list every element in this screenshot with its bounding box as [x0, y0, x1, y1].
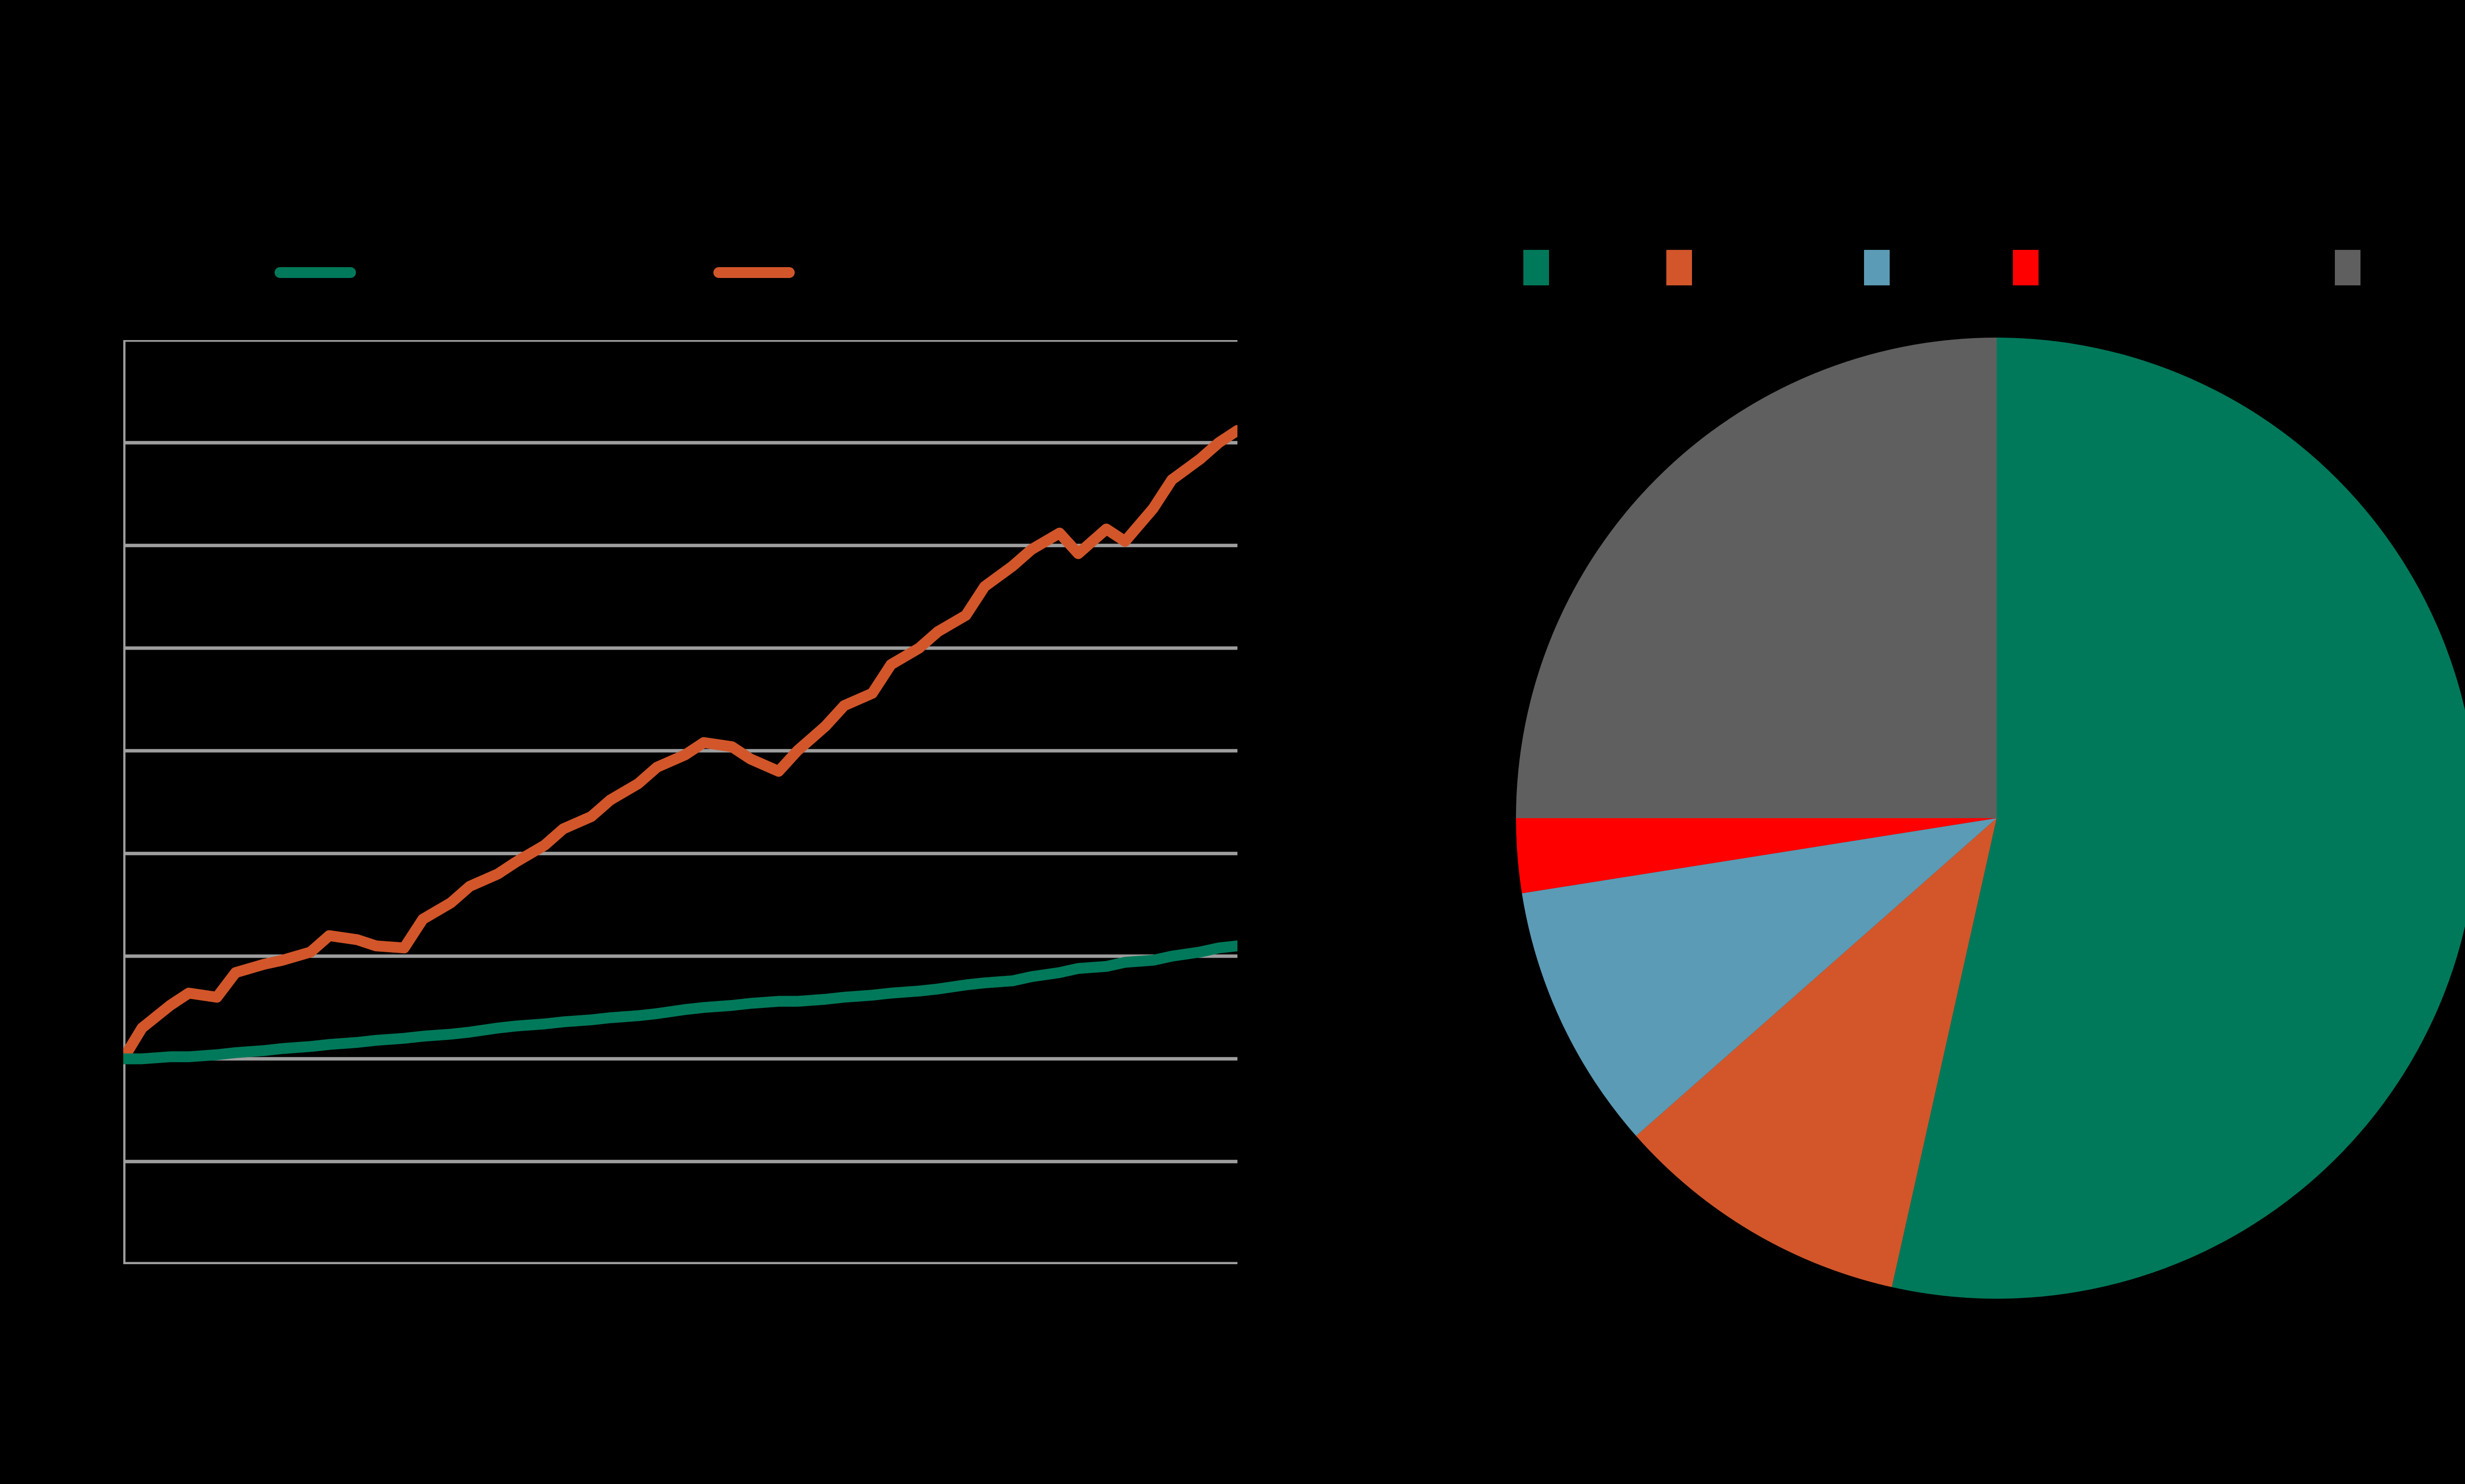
- y-axis: Index (1980 = 100) 0 50 100 150 200 250 …: [0, 321, 122, 1283]
- square-swatch-green-icon: [1523, 249, 1549, 285]
- x-tick-2019: 2019: [1023, 1322, 1098, 1359]
- series-line-sp500: [123, 425, 1237, 1065]
- line-chart-title: U.S. Economy and Equity Markets: [0, 35, 1331, 197]
- y-tick-100: 100: [65, 1040, 121, 1078]
- gridlines: [123, 340, 1237, 1164]
- legend-label-other: Other: [2372, 247, 2465, 288]
- pie-chart-legend: U.S. Europe Asia North America Other: [1331, 246, 2465, 288]
- legend-item-nominal-gdp[interactable]: Nominal GDP: [275, 251, 600, 293]
- y-axis-label: Index (1980 = 100): [2, 851, 39, 1139]
- y-tick-250: 250: [65, 732, 121, 770]
- x-axis-label: Year: [645, 1380, 716, 1418]
- x-tick-2011: 2011: [274, 1322, 347, 1359]
- x-axis: 2009 2011 2013 2015 2017 2019: [86, 1264, 1237, 1363]
- line-swatch-orange-icon: [713, 267, 795, 278]
- pie-plot-area: [1331, 325, 2465, 1311]
- legend-item-europe[interactable]: Europe: [1666, 246, 1830, 288]
- square-swatch-orange-icon: [1666, 249, 1692, 285]
- y-tick-300: 300: [65, 629, 121, 667]
- square-swatch-gray-icon: [2335, 249, 2361, 285]
- square-swatch-red-icon: [2013, 249, 2039, 285]
- footnote: Source: Bloomberg, S&P Global: [567, 1420, 961, 1451]
- pie-chart-panel: S&P 500: Geography of Revenue: [1331, 0, 2465, 1484]
- y-tick-200: 200: [65, 834, 121, 872]
- pie-chart-svg: [1516, 338, 2465, 1299]
- line-swatch-green-icon: [275, 267, 356, 278]
- y-tick-150: 150: [65, 937, 121, 975]
- y-tick-350: 350: [65, 526, 121, 564]
- pie-slice-u-s[interactable]: [1892, 338, 2465, 1299]
- line-chart-svg: [123, 340, 1237, 1264]
- pie-slice-other[interactable]: [1516, 338, 1997, 818]
- square-swatch-blue-icon: [1864, 249, 1890, 285]
- y-tick-50: 50: [84, 1142, 121, 1180]
- y-tick-400: 400: [65, 424, 121, 462]
- line-chart-panel: U.S. Economy and Equity Markets Nominal …: [0, 35, 1331, 1418]
- legend-label-north-america: North America: [2050, 247, 2301, 288]
- line-chart-title-line1: U.S. Economy: [489, 46, 842, 105]
- pie-chart-title: S&P 500: Geography of Revenue: [1590, 94, 2404, 154]
- x-tick-2013: 2013: [460, 1322, 535, 1359]
- legend-item-us[interactable]: U.S.: [1523, 246, 1632, 288]
- legend-item-other[interactable]: Other: [2335, 246, 2465, 288]
- pie-slice-asia[interactable]: [1522, 818, 1997, 1136]
- y-tick-0: 0: [103, 1245, 121, 1283]
- legend-label-sp500: S&P 500 Index: [806, 252, 1056, 293]
- line-chart-legend: Nominal GDP S&P 500 Index: [0, 251, 1331, 293]
- x-tick-2017: 2017: [836, 1322, 911, 1359]
- legend-label-nominal-gdp: Nominal GDP: [367, 252, 600, 293]
- x-tick-2009: 2009: [86, 1322, 161, 1359]
- pie-slice-north-america[interactable]: [1516, 818, 1997, 894]
- line-plot-area: [123, 340, 1237, 1264]
- legend-label-europe: Europe: [1704, 247, 1830, 288]
- legend-label-asia: Asia: [1902, 247, 1979, 288]
- pie-slices: [1516, 338, 2465, 1299]
- line-chart-title-line2: and Equity Markets: [425, 127, 906, 187]
- legend-item-asia[interactable]: Asia: [1864, 246, 1978, 288]
- x-tick-2015: 2015: [648, 1322, 723, 1359]
- series-line-nominal-gdp: [123, 940, 1237, 1065]
- legend-item-sp500[interactable]: S&P 500 Index: [713, 251, 1056, 293]
- legend-item-north-america[interactable]: North America: [2013, 246, 2300, 288]
- legend-label-us: U.S.: [1561, 247, 1632, 288]
- pie-slice-europe[interactable]: [1636, 818, 1997, 1287]
- y-tick-450: 450: [65, 321, 121, 359]
